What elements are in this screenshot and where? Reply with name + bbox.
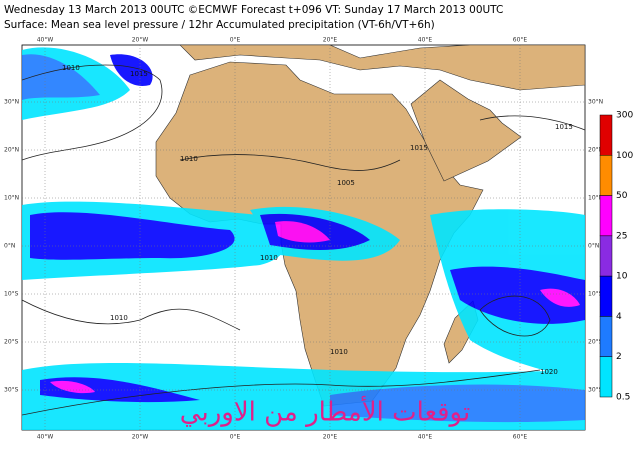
lat-label: 30°N bbox=[588, 99, 603, 106]
lon-label: 20°E bbox=[323, 37, 338, 44]
isobar-label: 1020 bbox=[540, 368, 558, 376]
colorbar-label: 300 bbox=[616, 111, 633, 121]
colorbar: 300 100 50 25 10 4 2 0.5 bbox=[599, 111, 633, 403]
europe bbox=[179, 45, 585, 91]
isobar-label: 1010 bbox=[180, 155, 198, 163]
lat-label: 10°N bbox=[588, 195, 603, 202]
lon-label: 40°W bbox=[37, 434, 54, 441]
isobars bbox=[22, 64, 585, 416]
lon-label: 0°E bbox=[230, 37, 241, 44]
colorbar-box bbox=[599, 275, 613, 317]
lon-label: 20°E bbox=[323, 434, 338, 441]
colorbar-box bbox=[599, 356, 613, 398]
colorbar-box bbox=[599, 235, 613, 277]
isobar-label: 1010 bbox=[260, 254, 278, 262]
colorbar-label: 10 bbox=[616, 272, 628, 282]
isobar-label: 1010 bbox=[330, 348, 348, 356]
lon-label: 20°W bbox=[132, 434, 149, 441]
lon-label: 40°E bbox=[418, 434, 433, 441]
isobar-label: 1015 bbox=[130, 70, 148, 78]
lon-label: 60°E bbox=[513, 434, 528, 441]
title: Wednesday 13 March 2013 00UTC ©ECMWF For… bbox=[4, 4, 503, 16]
lon-label: 0°E bbox=[230, 434, 241, 441]
colorbar-box bbox=[599, 155, 613, 196]
colorbar-label: 50 bbox=[616, 191, 628, 201]
subtitle: Surface: Mean sea level pressure / 12hr … bbox=[4, 19, 435, 31]
isobar-label: 1015 bbox=[555, 123, 573, 131]
lat-label: 0°N bbox=[588, 243, 599, 250]
colorbar-label: 100 bbox=[616, 151, 633, 161]
colorbar-label: 0.5 bbox=[616, 393, 630, 403]
colorbar-box bbox=[599, 316, 613, 357]
lat-label: 10°S bbox=[4, 291, 19, 298]
arabia bbox=[410, 79, 522, 182]
isobar-label: 1010 bbox=[62, 64, 80, 72]
isobar-label: 1015 bbox=[410, 144, 428, 152]
lat-label: 10°N bbox=[4, 195, 19, 202]
lat-label: 30°S bbox=[588, 387, 603, 394]
lat-label: 10°S bbox=[588, 291, 603, 298]
colorbar-box bbox=[599, 195, 613, 237]
lon-label: 40°E bbox=[418, 37, 433, 44]
lat-label: 20°N bbox=[4, 147, 19, 154]
colorbar-label: 25 bbox=[616, 231, 627, 241]
isobar-label: 1005 bbox=[337, 179, 355, 187]
colorbar-label: 2 bbox=[616, 352, 622, 362]
lon-label: 20°W bbox=[132, 37, 149, 44]
lon-label: 40°W bbox=[37, 37, 54, 44]
lat-label: 30°N bbox=[4, 99, 19, 106]
precipitation bbox=[22, 47, 585, 430]
isobar-label: 1010 bbox=[110, 314, 128, 322]
lat-label: 20°N bbox=[588, 147, 603, 154]
colorbar-box bbox=[599, 114, 613, 156]
lat-label: 20°S bbox=[4, 339, 19, 346]
lat-label: 30°S bbox=[4, 387, 19, 394]
watermark: توقعات الأمطار من الاوربي bbox=[180, 395, 470, 428]
map: 1010 1015 1010 1005 1010 1010 1015 1020 … bbox=[21, 44, 586, 431]
lat-label: 20°S bbox=[588, 339, 603, 346]
lat-label: 0°N bbox=[4, 243, 15, 250]
colorbar-label: 4 bbox=[616, 312, 622, 322]
lon-label: 60°E bbox=[513, 37, 528, 44]
